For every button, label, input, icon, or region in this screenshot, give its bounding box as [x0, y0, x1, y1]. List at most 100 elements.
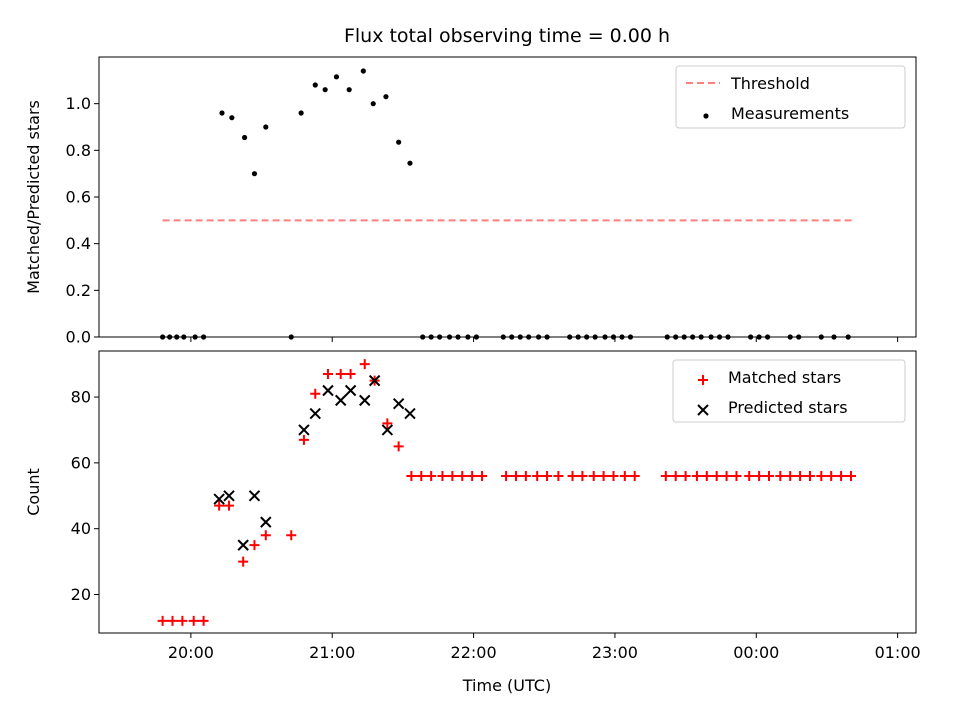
measurement-point [465, 334, 471, 340]
legend-label: Measurements [731, 104, 849, 123]
measurement-point [251, 171, 258, 177]
ratio-y-axis-label: Matched/Predicted stars [24, 100, 43, 294]
matched-star-point [501, 471, 512, 482]
matched-star-point [763, 471, 774, 482]
matched-star-point [711, 471, 722, 482]
predicted-star-point [237, 539, 249, 551]
matched-star-point [660, 471, 671, 482]
ratio-y-tick-label: 0.8 [66, 141, 91, 160]
count-axes-frame [98, 350, 917, 634]
measurement-point [610, 334, 617, 340]
predicted-star-point [392, 397, 405, 410]
count-series-predicted-stars [213, 374, 416, 551]
measurement-point [748, 334, 754, 340]
x-tick-label: 23:00 [592, 643, 638, 662]
count-series-matched-stars [157, 359, 856, 626]
predicted-star-point [344, 384, 357, 397]
measurement-point [673, 334, 679, 340]
measurement-point [526, 334, 532, 340]
ratio-y-tick-label: 0.6 [66, 188, 91, 207]
matched-star-point [335, 369, 346, 380]
matched-star-point [310, 388, 321, 399]
measurement-point [241, 134, 248, 141]
matched-star-point [619, 471, 630, 482]
measurement-point [312, 82, 318, 88]
measurement-point [818, 334, 824, 340]
matched-star-point [167, 615, 178, 626]
matched-star-point [382, 418, 393, 429]
measurement-point [167, 334, 173, 340]
x-tick-label: 21:00 [309, 643, 355, 662]
count-y-tick-label: 60 [71, 453, 91, 472]
measurement-point [383, 94, 389, 100]
matched-star-point [238, 556, 249, 567]
matched-star-point [406, 471, 417, 482]
measurement-point [446, 334, 453, 340]
matched-star-point [721, 471, 732, 482]
matched-star-point [224, 500, 235, 511]
measurement-point [517, 334, 523, 340]
measurement-point [263, 124, 269, 130]
matched-star-point [744, 471, 755, 482]
measurement-point [698, 334, 704, 340]
measurement-point [544, 334, 550, 340]
count-y-tick-label: 40 [71, 519, 91, 538]
matched-star-point [691, 471, 702, 482]
predicted-star-point [381, 424, 394, 436]
legend-swatch [703, 113, 709, 119]
matched-star-point [795, 471, 806, 482]
measurement-point [664, 334, 670, 340]
measurement-point [219, 110, 225, 116]
measurement-point [787, 334, 793, 340]
measurement-point [333, 74, 340, 80]
matched-star-point [680, 471, 691, 482]
measurement-point [428, 334, 434, 340]
matched-star-point [670, 471, 681, 482]
measurement-point [288, 334, 294, 340]
measurement-point [160, 334, 166, 340]
measurement-point [584, 334, 590, 340]
matched-star-point [188, 615, 199, 626]
matched-star-point [577, 471, 588, 482]
matched-star-point [804, 471, 815, 482]
measurement-point [437, 334, 443, 340]
predicted-star-point [260, 516, 272, 528]
ratio-y-tick-label: 0.2 [66, 281, 91, 300]
measurement-point [455, 334, 461, 340]
matched-star-point [567, 471, 578, 482]
figure-title: Flux total observing time = 0.00 h [344, 25, 670, 47]
matched-star-point [826, 471, 837, 482]
matched-star-point [553, 471, 564, 482]
predicted-star-point [322, 384, 334, 397]
measurement-point [627, 334, 634, 340]
count-y-tick-label: 80 [71, 388, 91, 407]
count-legend: Matched stars Predicted stars [672, 359, 906, 423]
measurement-point [360, 68, 366, 74]
measurement-point [535, 334, 542, 340]
ratio-y-tick-label: 0.0 [66, 328, 91, 347]
measurement-point [407, 160, 413, 166]
matched-star-point [214, 500, 225, 511]
predicted-star-point [213, 493, 225, 505]
matched-star-point [731, 471, 742, 482]
matched-star-point [816, 471, 827, 482]
count-y-tick-label: 20 [71, 585, 91, 604]
measurement-point [592, 334, 598, 340]
measurement-point [575, 334, 581, 340]
measurement-point [845, 334, 851, 340]
predicted-star-point [335, 394, 347, 407]
matched-star-point [457, 471, 468, 482]
legend-box [675, 65, 906, 129]
matched-star-point [345, 369, 356, 380]
matched-star-point [588, 471, 599, 482]
measurement-point [298, 110, 304, 116]
matched-star-point [286, 530, 297, 541]
predicted-star-point [223, 490, 235, 502]
matched-star-point [510, 471, 521, 482]
matched-star-point [785, 471, 796, 482]
measurement-point [370, 101, 376, 107]
matched-star-point [157, 615, 168, 626]
legend-label: Matched stars [728, 368, 841, 387]
measurement-point [619, 334, 625, 340]
